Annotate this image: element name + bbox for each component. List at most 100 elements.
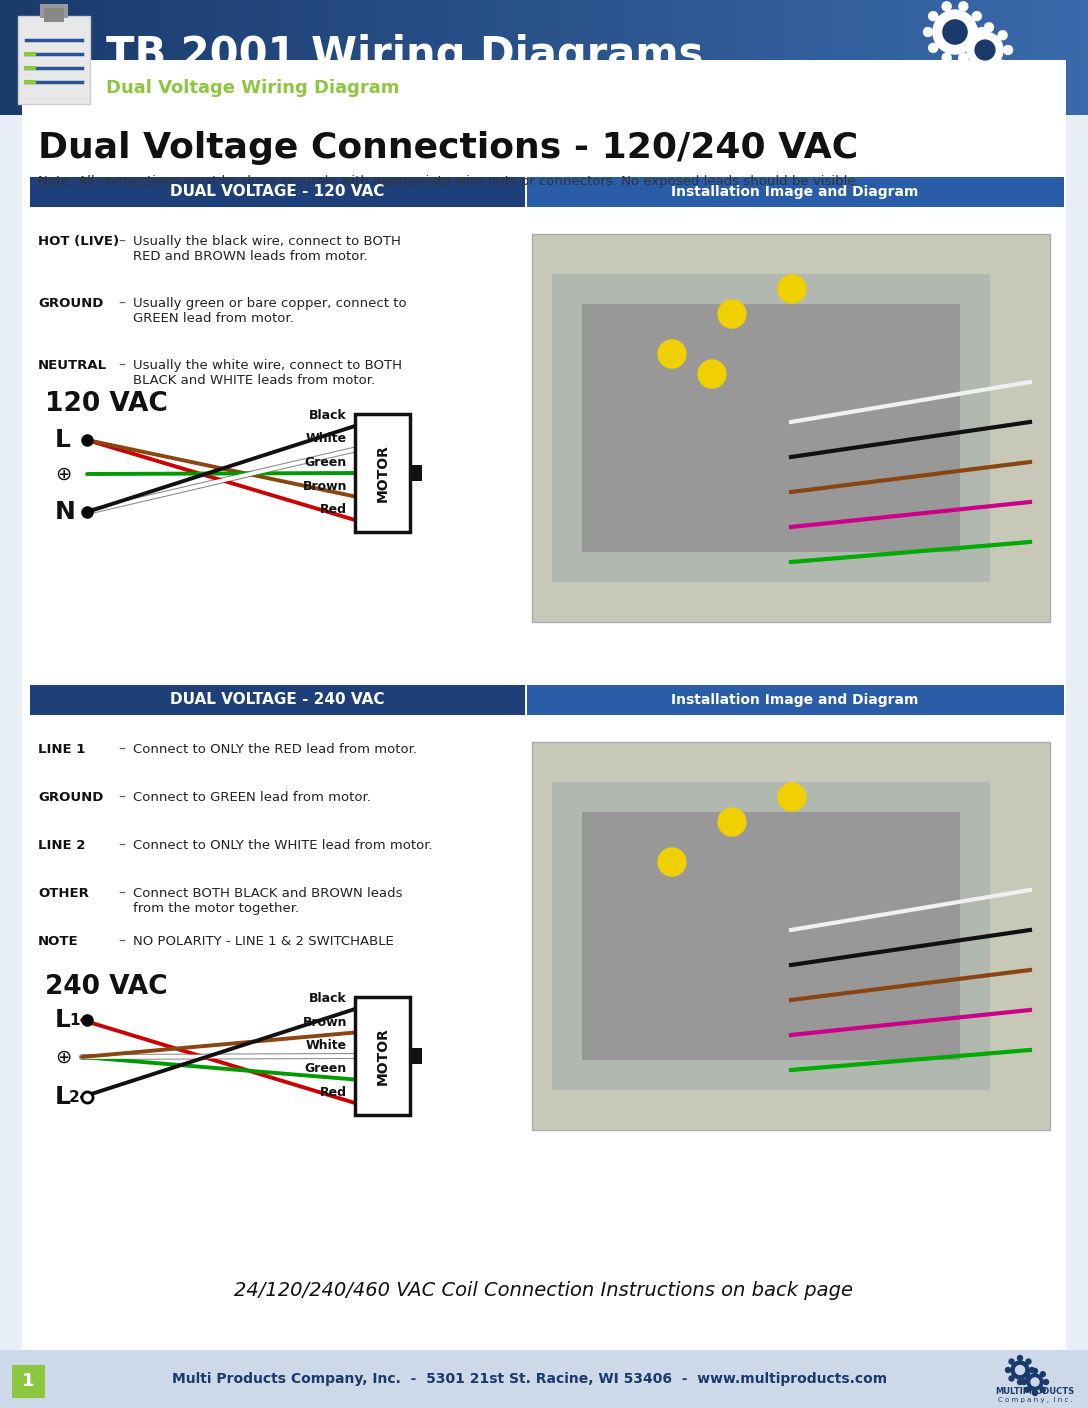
- Text: Usually green or bare copper, connect to: Usually green or bare copper, connect to: [133, 297, 407, 310]
- Text: GROUND: GROUND: [38, 791, 103, 804]
- Text: Red: Red: [320, 503, 347, 515]
- Text: –: –: [118, 297, 125, 311]
- Text: MOTOR: MOTOR: [375, 444, 390, 501]
- Text: 240 VAC: 240 VAC: [45, 974, 168, 1000]
- Text: 24/120/240/460 VAC Coil Connection Instructions on back page: 24/120/240/460 VAC Coil Connection Instr…: [235, 1280, 853, 1300]
- Text: White: White: [306, 432, 347, 445]
- Text: DUAL VOLTAGE - 120 VAC: DUAL VOLTAGE - 120 VAC: [170, 184, 384, 200]
- Text: Brown: Brown: [302, 1015, 347, 1028]
- Text: L: L: [55, 1086, 71, 1110]
- Text: LINE 2: LINE 2: [38, 839, 85, 852]
- Text: 2: 2: [69, 1090, 79, 1105]
- Circle shape: [1031, 1378, 1039, 1385]
- Circle shape: [658, 339, 687, 367]
- Circle shape: [959, 54, 968, 62]
- Text: BLACK and WHITE leads from motor.: BLACK and WHITE leads from motor.: [133, 375, 375, 387]
- Circle shape: [778, 275, 806, 303]
- Circle shape: [1040, 1387, 1046, 1393]
- FancyBboxPatch shape: [30, 686, 526, 715]
- Circle shape: [929, 11, 938, 21]
- Circle shape: [959, 1, 968, 11]
- Circle shape: [929, 44, 938, 52]
- Circle shape: [967, 32, 1003, 68]
- Text: –: –: [118, 791, 125, 805]
- Circle shape: [1009, 1359, 1014, 1364]
- Text: NO POLARITY - LINE 1 & 2 SWITCHABLE: NO POLARITY - LINE 1 & 2 SWITCHABLE: [133, 935, 394, 948]
- Text: NOTE: NOTE: [38, 935, 78, 948]
- Text: ⊕: ⊕: [55, 465, 72, 483]
- Circle shape: [977, 28, 987, 37]
- Text: Dual Voltage Wiring Diagram: Dual Voltage Wiring Diagram: [106, 79, 399, 97]
- Text: HOT (LIVE): HOT (LIVE): [38, 235, 119, 248]
- Text: N: N: [55, 500, 76, 524]
- Circle shape: [1040, 1371, 1046, 1377]
- FancyBboxPatch shape: [30, 177, 526, 207]
- Text: Note: All connections must be done securely with appropriate wire nuts or connec: Note: All connections must be done secur…: [38, 176, 855, 189]
- FancyBboxPatch shape: [552, 275, 990, 582]
- FancyBboxPatch shape: [22, 61, 1066, 1350]
- Circle shape: [975, 39, 994, 61]
- Text: GREEN lead from motor.: GREEN lead from motor.: [133, 313, 294, 325]
- FancyBboxPatch shape: [18, 15, 90, 104]
- FancyBboxPatch shape: [40, 4, 67, 18]
- Circle shape: [1017, 1380, 1023, 1384]
- Text: RED and BROWN leads from motor.: RED and BROWN leads from motor.: [133, 251, 368, 263]
- Text: MULTIPRODUCTS: MULTIPRODUCTS: [904, 65, 1036, 79]
- FancyBboxPatch shape: [355, 997, 410, 1115]
- Circle shape: [718, 808, 746, 836]
- FancyBboxPatch shape: [410, 1048, 422, 1064]
- Circle shape: [1022, 1380, 1026, 1384]
- Text: 1: 1: [69, 1012, 79, 1028]
- FancyBboxPatch shape: [582, 304, 960, 552]
- Text: –: –: [118, 235, 125, 249]
- Text: ⊕: ⊕: [55, 1048, 72, 1066]
- Text: Red: Red: [320, 1086, 347, 1100]
- Circle shape: [1025, 1387, 1029, 1393]
- Text: C o m p a n y ,  I n c .: C o m p a n y , I n c .: [907, 79, 1033, 92]
- Text: –: –: [118, 935, 125, 949]
- Circle shape: [698, 360, 726, 389]
- Circle shape: [942, 1, 951, 11]
- FancyBboxPatch shape: [44, 8, 64, 23]
- Circle shape: [1033, 1391, 1038, 1395]
- FancyBboxPatch shape: [12, 1364, 45, 1398]
- FancyBboxPatch shape: [0, 1350, 1088, 1408]
- Text: Brown: Brown: [302, 480, 347, 493]
- Circle shape: [998, 61, 1007, 69]
- Circle shape: [1025, 1371, 1029, 1377]
- Text: MOTOR: MOTOR: [375, 1026, 390, 1086]
- Text: Green: Green: [305, 456, 347, 469]
- Circle shape: [1005, 1367, 1011, 1373]
- FancyBboxPatch shape: [410, 465, 422, 482]
- Circle shape: [934, 10, 977, 54]
- Circle shape: [1011, 1362, 1029, 1378]
- FancyBboxPatch shape: [0, 115, 1088, 1353]
- FancyBboxPatch shape: [532, 234, 1050, 622]
- FancyBboxPatch shape: [0, 115, 1088, 1353]
- Circle shape: [1026, 1376, 1031, 1381]
- FancyBboxPatch shape: [527, 177, 1064, 207]
- Circle shape: [959, 54, 968, 62]
- Text: C o m p a n y ,  I n c .: C o m p a n y , I n c .: [998, 1397, 1073, 1402]
- Circle shape: [924, 28, 932, 37]
- Circle shape: [943, 20, 967, 44]
- Circle shape: [973, 44, 981, 52]
- Text: Installation Image and Diagram: Installation Image and Diagram: [671, 693, 918, 707]
- Text: from the motor together.: from the motor together.: [133, 903, 299, 915]
- Circle shape: [998, 31, 1007, 39]
- Circle shape: [985, 68, 993, 77]
- Circle shape: [985, 23, 993, 32]
- FancyBboxPatch shape: [527, 686, 1064, 715]
- Circle shape: [1029, 1367, 1035, 1373]
- Text: Connect to ONLY the RED lead from motor.: Connect to ONLY the RED lead from motor.: [133, 743, 417, 756]
- Text: Green: Green: [305, 1063, 347, 1076]
- Circle shape: [718, 300, 746, 328]
- Text: Connect BOTH BLACK and BROWN leads: Connect BOTH BLACK and BROWN leads: [133, 887, 403, 900]
- Text: DUAL VOLTAGE - 240 VAC: DUAL VOLTAGE - 240 VAC: [170, 693, 384, 707]
- Text: NEUTRAL: NEUTRAL: [38, 359, 107, 372]
- Text: –: –: [118, 743, 125, 758]
- Circle shape: [969, 65, 978, 75]
- Circle shape: [1003, 45, 1013, 55]
- Text: GROUND: GROUND: [38, 297, 103, 310]
- Circle shape: [1015, 1366, 1025, 1374]
